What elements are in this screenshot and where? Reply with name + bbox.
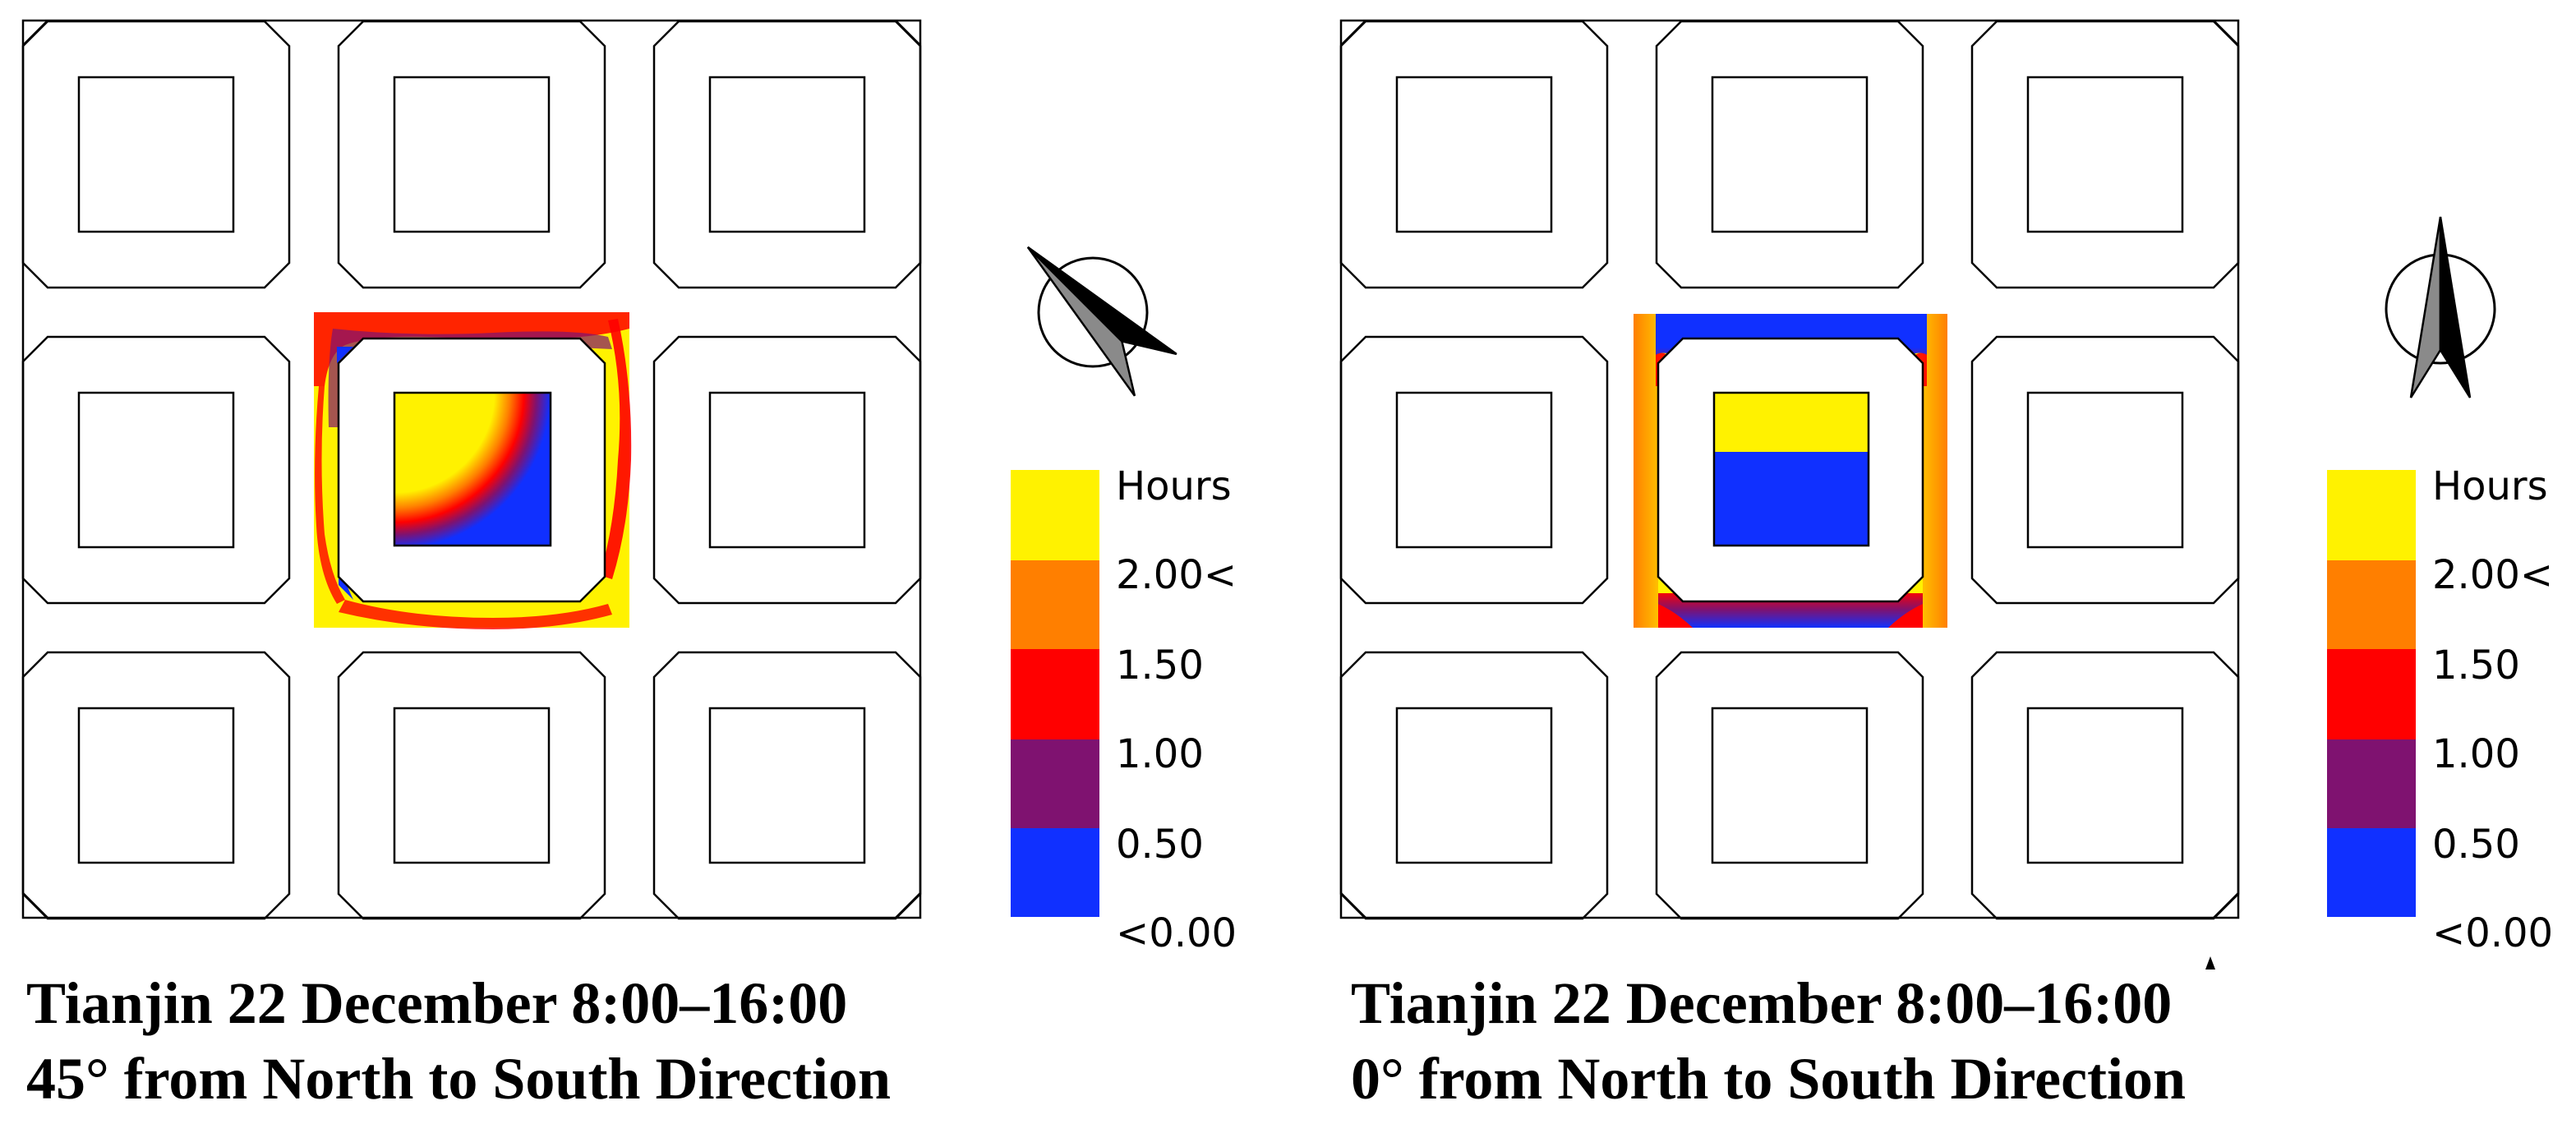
left-legend-swatch-0-00 (1011, 828, 1099, 917)
left-legend-label: 1.50 (1116, 642, 1204, 689)
block-square (708, 76, 866, 233)
block-square (708, 391, 866, 549)
left-blocks (21, 20, 922, 920)
courtyard-block (652, 651, 922, 920)
courtyard-block (1970, 20, 2240, 289)
frame-corner-tick (895, 892, 921, 919)
right-legend-swatch-over-2 (2327, 470, 2416, 560)
block-square (708, 707, 866, 864)
right-legend-swatch-1-50 (2327, 560, 2416, 649)
block-square (1395, 391, 1553, 549)
left-legend-swatch-1-00 (1011, 649, 1099, 739)
courtyard-block (21, 20, 291, 289)
courtyard-block (652, 20, 922, 289)
block-square (393, 707, 551, 864)
courtyard-block (1970, 335, 2240, 605)
block-square (2026, 707, 2184, 864)
right-legend-swatch-1-00 (2327, 649, 2416, 739)
courtyard-block (1339, 651, 1609, 920)
left-legend-label: 1.00 (1116, 731, 1204, 777)
right-legend-swatch-0-50 (2327, 739, 2416, 828)
left-site-plan (21, 19, 922, 919)
frame-corner-tick (1340, 20, 1366, 46)
left-legend-label: <0.00 (1116, 910, 1237, 956)
right-legend-label: 2.00< (2432, 552, 2553, 598)
block-square (2026, 76, 2184, 233)
right-site-plan (1339, 19, 2240, 919)
right-legend-label: 1.50 (2432, 642, 2520, 689)
block-square (1395, 707, 1553, 864)
courtyard-block (652, 335, 922, 605)
block-square (1711, 76, 1869, 233)
frame-corner-tick (22, 892, 48, 919)
frame-corner-tick (1340, 892, 1366, 919)
left-legend-swatch-1-50 (1011, 560, 1099, 649)
frame-corner-tick (2213, 892, 2239, 919)
right-legend-swatch-0-00 (2327, 828, 2416, 917)
courtyard-block (1655, 651, 1924, 920)
right-center-square-shading (1714, 393, 1869, 546)
left-caption-line2: 45° from North to South Direction (26, 1046, 892, 1112)
left-legend-swatch-over-2 (1011, 470, 1099, 560)
left-caption-line1: Tianjin 22 December 8:00–16:00 (26, 970, 848, 1036)
right-caret-mark (2205, 956, 2215, 969)
courtyard-block (1970, 651, 2240, 920)
block-square (77, 76, 235, 233)
frame-corner-tick (22, 20, 48, 46)
right-legend-label: 1.00 (2432, 731, 2520, 777)
right-caption-line1: Tianjin 22 December 8:00–16:00 (1351, 970, 2173, 1036)
right-legend-title: Hours (2432, 463, 2548, 509)
courtyard-block (1339, 335, 1609, 605)
courtyard-block (337, 651, 606, 920)
right-blocks (1339, 20, 2240, 920)
right-north-arrow-icon (2385, 216, 2496, 398)
block-square (77, 707, 235, 864)
right-legend: Hours 2.00< 1.50 1.00 0.50 <0.00 (2327, 463, 2553, 956)
courtyard-block (337, 20, 606, 289)
left-north-arrow-icon (1026, 246, 1177, 397)
left-legend-label: 0.50 (1116, 822, 1204, 868)
block-square (1395, 76, 1553, 233)
left-center-square (393, 391, 552, 547)
courtyard-block (21, 651, 291, 920)
left-legend: Hours 2.00< 1.50 1.00 0.50 <0.00 (1011, 463, 1237, 956)
block-square (393, 76, 551, 233)
block-square (1711, 707, 1869, 864)
right-legend-label: <0.00 (2432, 910, 2553, 956)
left-legend-title: Hours (1116, 463, 1232, 509)
courtyard-block (21, 335, 291, 605)
courtyard-block (1339, 20, 1609, 289)
block-square (2026, 391, 2184, 549)
left-center-square-shading (394, 393, 551, 546)
left-legend-label: 2.00< (1116, 552, 1237, 598)
right-caption-line2: 0° from North to South Direction (1351, 1046, 2187, 1112)
right-center-square (1712, 391, 1870, 547)
courtyard-block (1655, 20, 1924, 289)
left-legend-swatch-0-50 (1011, 739, 1099, 828)
frame-corner-tick (2213, 20, 2239, 46)
right-legend-label: 0.50 (2432, 822, 2520, 868)
block-square (77, 391, 235, 549)
frame-corner-tick (895, 20, 921, 46)
